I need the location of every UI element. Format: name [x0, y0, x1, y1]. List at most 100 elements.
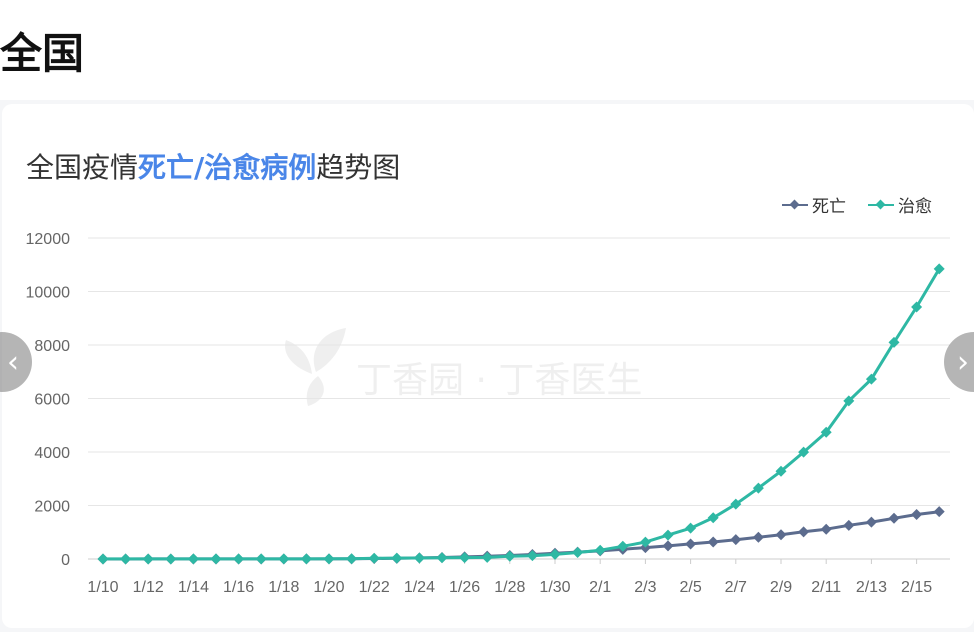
y-axis: 0 2000 4000 6000 8000 10000 12000	[26, 231, 71, 569]
y-tick-label: 10000	[26, 285, 71, 302]
data-point[interactable]	[346, 553, 358, 565]
data-point[interactable]	[865, 373, 877, 385]
x-tick-label: 1/12	[133, 579, 164, 596]
x-tick-label: 1/30	[539, 579, 570, 596]
data-point[interactable]	[843, 395, 855, 407]
y-tick-label: 2000	[34, 499, 70, 516]
data-point[interactable]	[165, 553, 177, 565]
data-point[interactable]	[391, 552, 403, 564]
data-point[interactable]	[798, 526, 810, 538]
data-point[interactable]	[752, 482, 764, 494]
chart-card: 全国疫情死亡/治愈病例趋势图 死亡 治愈	[2, 104, 974, 628]
data-point[interactable]	[572, 546, 584, 558]
data-point[interactable]	[459, 552, 471, 564]
data-point[interactable]	[888, 512, 900, 524]
series-cured	[97, 263, 945, 565]
data-point[interactable]	[504, 550, 516, 562]
y-tick-label: 6000	[34, 392, 70, 409]
x-tick-label: 2/1	[589, 579, 611, 596]
watermark-text: 丁香园 · 丁香医生	[356, 360, 642, 401]
data-point[interactable]	[639, 542, 651, 554]
x-tick-label: 1/26	[449, 579, 480, 596]
x-tick-label: 1/10	[87, 579, 118, 596]
chevron-right-icon: ›	[957, 344, 969, 380]
x-tick-label: 2/11	[811, 579, 841, 596]
y-tick-label: 0	[61, 552, 70, 569]
x-tick-label: 2/7	[725, 579, 747, 596]
data-point[interactable]	[187, 553, 199, 565]
data-point[interactable]	[233, 553, 245, 565]
legend-swatch-death	[782, 199, 808, 211]
data-point[interactable]	[933, 263, 945, 275]
data-point[interactable]	[300, 553, 312, 565]
chart-title-prefix: 全国疫情	[26, 151, 139, 184]
data-point[interactable]	[685, 538, 697, 550]
data-point[interactable]	[685, 522, 697, 534]
data-point[interactable]	[526, 550, 538, 562]
data-point[interactable]	[413, 552, 425, 564]
data-point[interactable]	[911, 508, 923, 520]
data-point[interactable]	[820, 426, 832, 438]
data-point[interactable]	[481, 551, 493, 563]
data-point[interactable]	[843, 519, 855, 531]
chart-title: 全国疫情死亡/治愈病例趋势图	[26, 146, 400, 186]
legend-item-cured[interactable]: 治愈	[868, 192, 932, 217]
data-point[interactable]	[730, 534, 742, 546]
data-point[interactable]	[775, 529, 787, 541]
x-tick-label: 1/14	[178, 579, 209, 596]
data-point[interactable]	[730, 498, 742, 510]
x-tick-label: 2/3	[634, 579, 656, 596]
data-point[interactable]	[798, 446, 810, 458]
x-tick-label: 2/13	[856, 579, 887, 596]
grid-lines	[88, 237, 950, 560]
data-point[interactable]	[775, 465, 787, 477]
y-tick-label: 8000	[34, 338, 70, 355]
data-point[interactable]	[323, 553, 335, 565]
chevron-left-icon: ‹	[7, 344, 19, 380]
watermark: 丁香园 · 丁香医生	[285, 328, 642, 406]
data-point[interactable]	[617, 540, 629, 552]
x-tick-label: 1/24	[404, 579, 435, 596]
x-tick-label: 2/15	[901, 579, 932, 596]
x-tick-label: 2/9	[770, 579, 792, 596]
data-point[interactable]	[120, 553, 132, 565]
data-point[interactable]	[662, 529, 674, 541]
legend-label-cured: 治愈	[898, 197, 932, 217]
data-point[interactable]	[278, 553, 290, 565]
data-point[interactable]	[707, 512, 719, 524]
data-point[interactable]	[752, 531, 764, 543]
data-point[interactable]	[210, 553, 222, 565]
data-point[interactable]	[97, 553, 109, 565]
x-tick-label: 1/22	[359, 579, 390, 596]
page-title: 全国	[0, 29, 85, 78]
x-tick-label: 1/16	[223, 579, 254, 596]
legend-item-death[interactable]: 死亡	[782, 192, 846, 217]
page-header: 全国	[0, 0, 974, 100]
data-point[interactable]	[549, 548, 561, 560]
data-point[interactable]	[911, 301, 923, 313]
y-tick-label: 12000	[26, 231, 71, 248]
data-point[interactable]	[368, 552, 380, 564]
x-tick-label: 1/20	[313, 579, 344, 596]
series-line	[103, 268, 941, 561]
data-point[interactable]	[255, 553, 267, 565]
series-group	[97, 263, 945, 565]
y-tick-label: 4000	[34, 445, 70, 462]
data-point[interactable]	[594, 544, 606, 556]
series-line	[103, 510, 940, 561]
data-point[interactable]	[639, 536, 651, 548]
data-point[interactable]	[662, 540, 674, 552]
x-tick-label: 2/5	[679, 579, 701, 596]
chart-legend: 死亡 治愈	[782, 192, 932, 217]
data-point[interactable]	[888, 336, 900, 348]
data-point[interactable]	[933, 506, 945, 518]
data-point[interactable]	[865, 516, 877, 528]
data-point[interactable]	[820, 523, 832, 535]
chart-title-highlight: 死亡/治愈病例	[138, 151, 317, 184]
x-axis: 1/10 1/12 1/14 1/16 1/18 1/20 1/22 1/24 1/26 1/28…	[87, 559, 932, 596]
chart-title-suffix: 趋势图	[316, 151, 401, 184]
data-point[interactable]	[436, 552, 448, 564]
data-point[interactable]	[707, 536, 719, 548]
data-point[interactable]	[142, 553, 154, 565]
